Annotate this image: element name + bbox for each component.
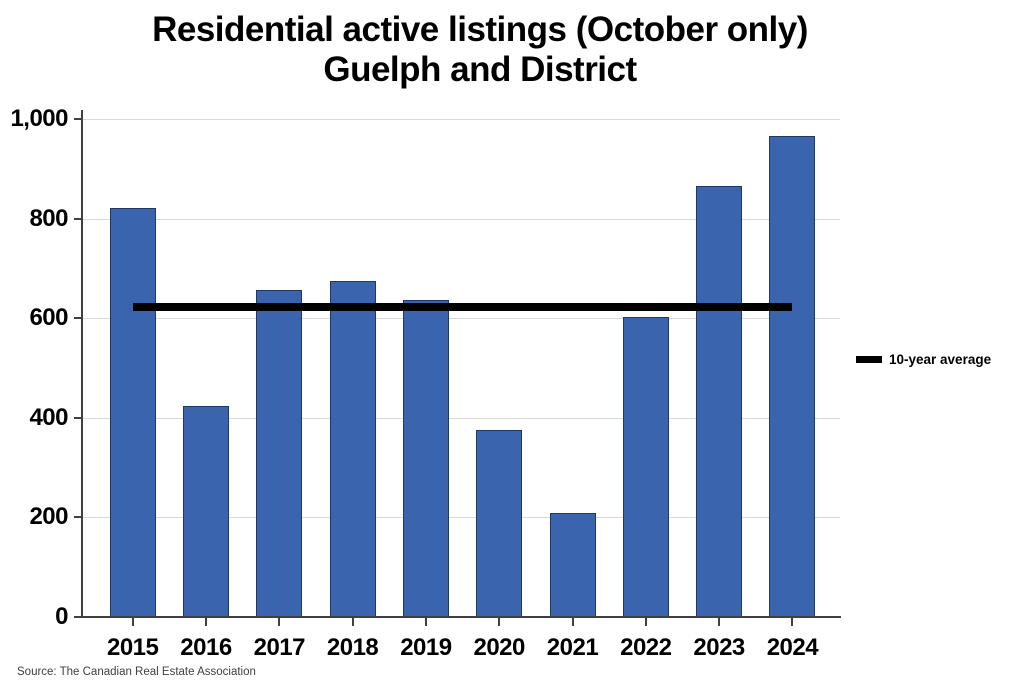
x-axis-label-2022: 2022 (620, 634, 672, 661)
legend: 10-year average (856, 352, 991, 367)
bar-2017 (256, 290, 303, 617)
x-tick-2020 (498, 618, 501, 626)
y-axis-line (81, 110, 83, 617)
ten-year-average-line (132, 302, 793, 311)
bar-2018 (329, 280, 376, 617)
chart-title: Residential active listings (October onl… (0, 10, 960, 90)
gridline-600 (82, 318, 840, 320)
y-tick-600 (74, 317, 82, 320)
bar-2024 (769, 135, 816, 617)
bar-2019 (402, 300, 449, 617)
x-axis-label-2021: 2021 (546, 634, 599, 661)
x-axis-label-2020: 2020 (473, 634, 525, 661)
y-axis-label-600: 600 (29, 304, 68, 332)
x-tick-2021 (571, 618, 574, 626)
y-tick-1000 (74, 118, 82, 120)
bar-2021 (549, 512, 596, 617)
x-tick-2019 (424, 618, 427, 626)
x-axis-line (80, 616, 841, 618)
x-tick-2022 (644, 618, 647, 626)
chart-title-line1: Residential active listings (October onl… (152, 10, 808, 49)
x-axis-label-2018: 2018 (326, 634, 379, 661)
x-tick-2018 (351, 618, 354, 626)
chart-title-line2: Guelph and District (323, 50, 637, 89)
bar-2015 (109, 207, 156, 617)
x-tick-2024 (791, 618, 794, 626)
bar-2016 (183, 405, 229, 617)
y-axis-label-800: 800 (29, 204, 68, 232)
x-tick-2023 (718, 618, 721, 626)
gridline-1000 (82, 119, 840, 120)
x-tick-2017 (278, 618, 281, 626)
y-axis-label-1000: 1,000 (10, 105, 68, 132)
bar-2023 (696, 185, 743, 617)
y-tick-400 (74, 416, 82, 419)
x-axis-label-2015: 2015 (106, 634, 159, 661)
source-note: Source: The Canadian Real Estate Associa… (17, 666, 256, 678)
bar-2020 (476, 430, 523, 617)
y-tick-800 (74, 217, 82, 220)
legend-label: 10-year average (889, 352, 992, 367)
x-tick-2016 (205, 618, 207, 626)
y-axis-label-200: 200 (29, 503, 68, 531)
x-axis-label-2024: 2024 (766, 634, 819, 661)
x-tick-2015 (131, 618, 134, 626)
y-tick-200 (74, 516, 82, 519)
x-axis-label-2017: 2017 (253, 634, 306, 661)
gridline-200 (82, 517, 840, 519)
legend-line-swatch (856, 356, 882, 363)
plot-area: 0 200 400 600 800 1,000 2015 2016 2017 2018 2019 20… (10, 107, 841, 660)
bar-2022 (622, 316, 669, 617)
y-tick-0 (74, 616, 82, 618)
y-axis-label-400: 400 (29, 403, 68, 431)
gridline-800 (82, 218, 840, 220)
x-axis-label-2023: 2023 (693, 634, 745, 661)
y-axis-label-0: 0 (55, 603, 68, 630)
x-axis-label-2016: 2016 (180, 634, 232, 661)
gridline-400 (82, 417, 840, 419)
x-axis-label-2019: 2019 (400, 634, 452, 661)
